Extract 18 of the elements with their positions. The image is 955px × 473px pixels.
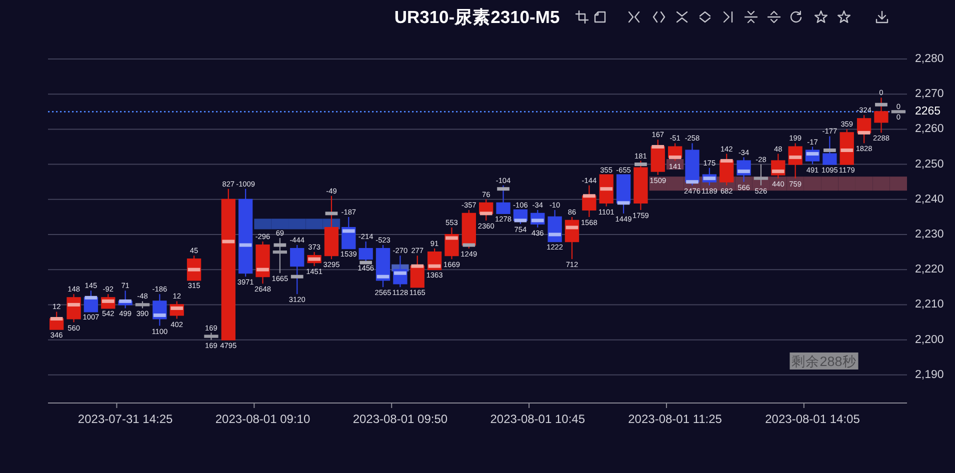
y-tick-label: 2,260 bbox=[915, 123, 944, 136]
chart-title: UR310-尿素2310-M5 bbox=[394, 7, 560, 27]
y-tick-label: 2,200 bbox=[915, 334, 944, 346]
x-tick-label: 2023-08-01 09:50 bbox=[352, 412, 448, 426]
x-tick-label: 2023-08-01 14:05 bbox=[765, 412, 860, 426]
x-tick-label: 2023-08-01 09:10 bbox=[215, 412, 310, 426]
ref-line-label: 2265 bbox=[915, 106, 941, 118]
x-tick-label: 2023-07-31 14:25 bbox=[78, 412, 174, 426]
y-tick-label: 2,250 bbox=[915, 158, 944, 170]
y-tick-label: 2,230 bbox=[915, 228, 944, 241]
y-tick-label: 2,280 bbox=[915, 53, 944, 65]
y-tick-label: 2,210 bbox=[915, 298, 944, 311]
x-tick-label: 2023-08-01 10:45 bbox=[490, 412, 586, 426]
y-tick-label: 2,220 bbox=[915, 264, 944, 276]
y-tick-label: 2,190 bbox=[915, 368, 944, 381]
x-tick-label: 2023-08-01 11:25 bbox=[628, 412, 722, 426]
y-tick-label: 2,240 bbox=[915, 193, 944, 206]
y-tick-label: 2,270 bbox=[915, 88, 944, 100]
